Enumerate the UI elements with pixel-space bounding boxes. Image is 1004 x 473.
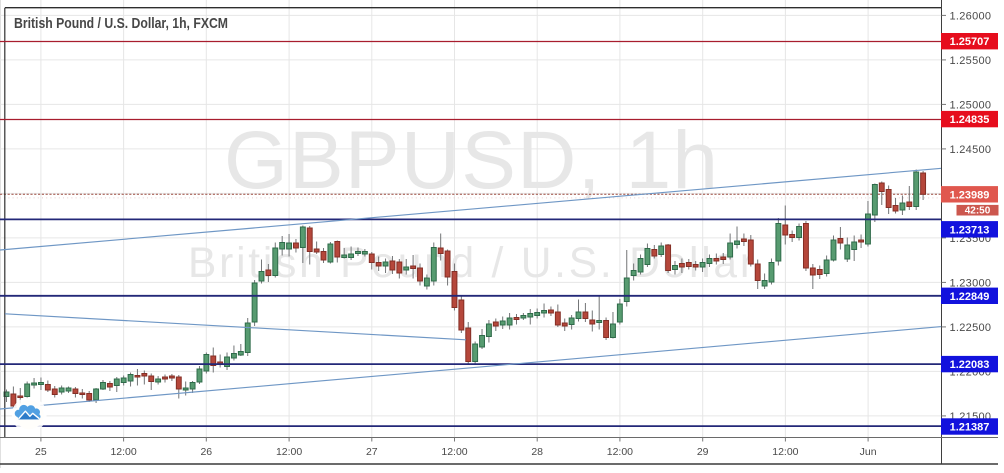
- svg-text:28: 28: [531, 446, 543, 458]
- svg-text:Jun: Jun: [860, 446, 877, 458]
- svg-text:1.24500: 1.24500: [950, 144, 992, 156]
- svg-text:1.23000: 1.23000: [950, 277, 992, 289]
- svg-text:27: 27: [366, 446, 378, 458]
- svg-text:1.26000: 1.26000: [950, 10, 992, 22]
- svg-text:GBPUSD, 1h: GBPUSD, 1h: [224, 115, 718, 206]
- svg-text:12:00: 12:00: [772, 446, 798, 458]
- svg-text:1.22083: 1.22083: [950, 359, 990, 371]
- svg-text:1.25000: 1.25000: [950, 99, 992, 111]
- svg-text:1.23713: 1.23713: [950, 224, 990, 236]
- svg-text:1.21387: 1.21387: [950, 422, 990, 434]
- svg-text:12:00: 12:00: [110, 446, 136, 458]
- svg-text:1.25500: 1.25500: [950, 55, 992, 67]
- svg-text:29: 29: [697, 446, 709, 458]
- svg-text:26: 26: [200, 446, 212, 458]
- svg-text:1.23989: 1.23989: [950, 189, 990, 201]
- svg-text:British Pound / U.S. Dollar, 1: British Pound / U.S. Dollar, 1h, FXCM: [14, 15, 228, 32]
- svg-text:12:00: 12:00: [276, 446, 302, 458]
- svg-text:12:00: 12:00: [607, 446, 633, 458]
- svg-text:1.22849: 1.22849: [950, 291, 990, 303]
- svg-text:1.22500: 1.22500: [950, 322, 992, 334]
- svg-text:25: 25: [35, 446, 47, 458]
- svg-text:12:00: 12:00: [441, 446, 467, 458]
- svg-text:1.24835: 1.24835: [950, 114, 990, 126]
- svg-text:42:50: 42:50: [965, 205, 991, 216]
- svg-text:1.25707: 1.25707: [950, 36, 990, 48]
